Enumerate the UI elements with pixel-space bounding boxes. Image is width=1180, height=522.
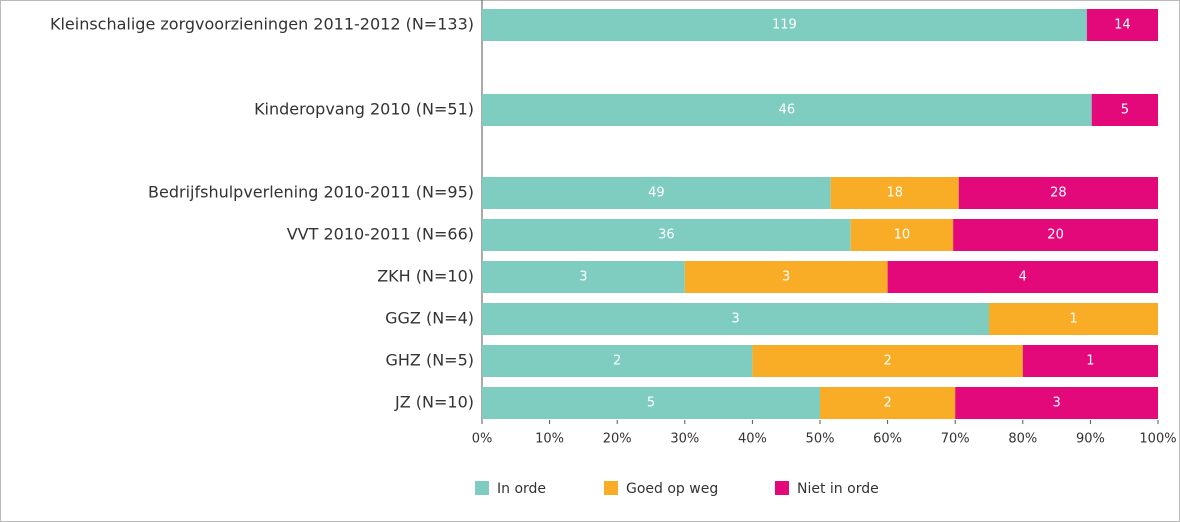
x-tick-label: 80% xyxy=(1008,432,1037,447)
data-label: 20 xyxy=(1047,228,1064,243)
bar-segment xyxy=(482,219,851,251)
bar-segment xyxy=(830,177,959,209)
x-tick-label: 90% xyxy=(1076,432,1105,447)
data-label: 36 xyxy=(658,228,675,243)
data-label: 2 xyxy=(613,354,621,369)
bar-segment xyxy=(752,345,1023,377)
data-label: 2 xyxy=(883,354,891,369)
data-label: 10 xyxy=(894,228,911,243)
data-label: 3 xyxy=(1052,396,1060,411)
data-label: 46 xyxy=(779,103,796,118)
bar-segment xyxy=(958,177,1158,209)
data-label: 14 xyxy=(1114,18,1131,33)
x-tick-label: 0% xyxy=(472,432,493,447)
data-label: 3 xyxy=(731,312,739,327)
data-label: 18 xyxy=(886,186,903,201)
bar-segment xyxy=(989,303,1158,335)
bar-segment xyxy=(482,177,831,209)
bar-segment xyxy=(482,94,1092,126)
data-label: 28 xyxy=(1050,186,1067,201)
x-tick-label: 50% xyxy=(806,432,835,447)
bar-segment xyxy=(482,303,989,335)
x-tick-label: 30% xyxy=(670,432,699,447)
bar-segment xyxy=(1091,94,1158,126)
data-label: 119 xyxy=(772,18,797,33)
legend-label: In orde xyxy=(497,481,546,497)
data-label: 1 xyxy=(1069,312,1077,327)
bar-segment xyxy=(1022,345,1158,377)
x-tick-label: 10% xyxy=(535,432,564,447)
bar-segment xyxy=(482,387,820,419)
x-tick-label: 40% xyxy=(738,432,767,447)
legend-label: Goed op weg xyxy=(626,481,718,497)
y-tick-label: Kleinschalige zorgvoorzieningen 2011-201… xyxy=(50,15,474,34)
y-tick-label: Bedrijfshulpverlening 2010-2011 (N=95) xyxy=(148,183,474,202)
x-tick-label: 60% xyxy=(873,432,902,447)
x-tick-label: 70% xyxy=(941,432,970,447)
bar-segment xyxy=(887,261,1158,293)
data-label: 3 xyxy=(782,270,790,285)
x-tick-label: 100% xyxy=(1139,432,1176,447)
data-label: 5 xyxy=(647,396,655,411)
bar-segment xyxy=(850,219,954,251)
y-tick-label: Kinderopvang 2010 (N=51) xyxy=(254,100,474,119)
y-tick-label: GHZ (N=5) xyxy=(385,351,474,370)
legend-swatch xyxy=(475,481,489,495)
legend-label: Niet in orde xyxy=(797,481,879,497)
bar-segment xyxy=(482,9,1087,41)
bar-segment xyxy=(1086,9,1158,41)
bar-segment xyxy=(482,345,753,377)
bar-segment xyxy=(482,261,685,293)
y-tick-label: VVT 2010-2011 (N=66) xyxy=(287,225,474,244)
data-label: 2 xyxy=(883,396,891,411)
data-label: 49 xyxy=(648,186,665,201)
bar-segment xyxy=(955,387,1158,419)
y-tick-label: ZKH (N=10) xyxy=(377,267,474,286)
data-label: 3 xyxy=(579,270,587,285)
y-tick-label: JZ (N=10) xyxy=(394,393,474,412)
data-label: 5 xyxy=(1121,103,1129,118)
x-tick-label: 20% xyxy=(603,432,632,447)
bar-segment xyxy=(820,387,956,419)
bar-segment xyxy=(684,261,888,293)
bar-segment xyxy=(953,219,1158,251)
data-label: 4 xyxy=(1019,270,1027,285)
legend-swatch xyxy=(604,481,618,495)
y-tick-label: GGZ (N=4) xyxy=(385,309,474,328)
data-label: 1 xyxy=(1086,354,1094,369)
legend-swatch xyxy=(775,481,789,495)
